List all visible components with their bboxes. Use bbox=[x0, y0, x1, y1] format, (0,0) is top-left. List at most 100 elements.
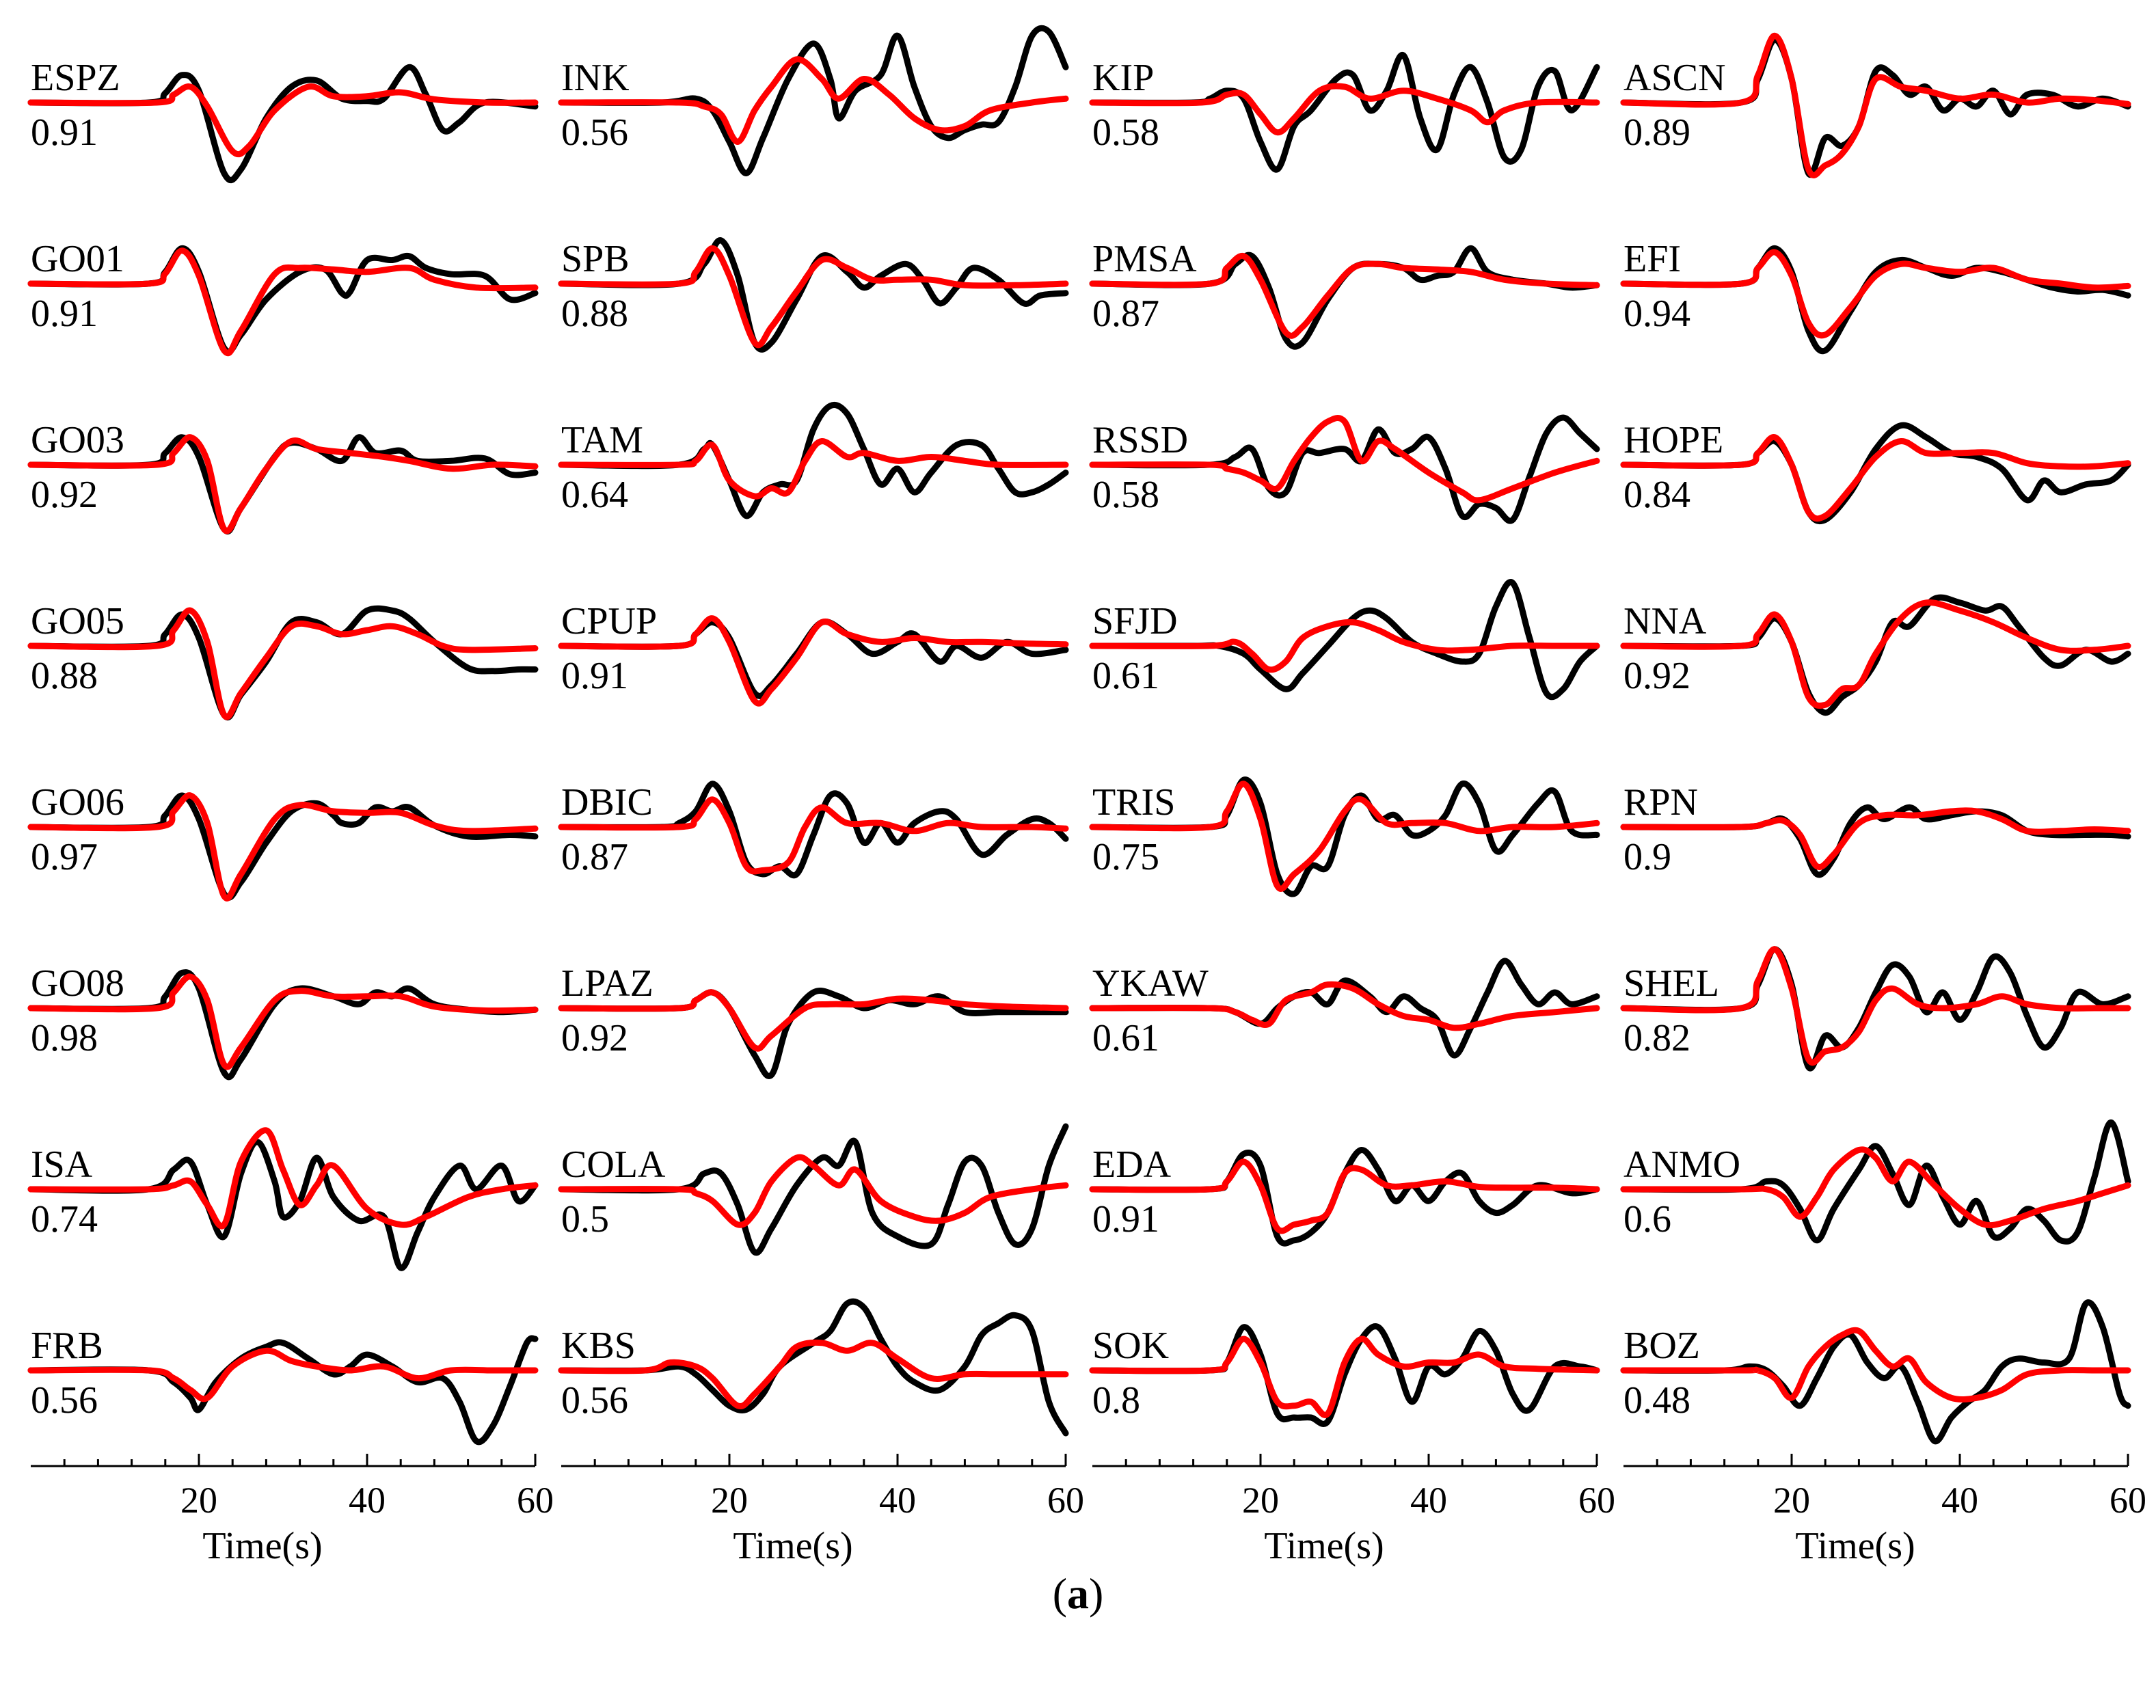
correlation-value: 0.61 bbox=[1092, 655, 1159, 697]
x-tick-label: 20 bbox=[1773, 1480, 1810, 1521]
observed-waveform bbox=[1620, 36, 2131, 178]
station-name: KBS bbox=[561, 1325, 636, 1367]
synthetic-waveform bbox=[1089, 252, 1600, 339]
correlation-value: 0.91 bbox=[31, 293, 98, 335]
trace-pmsa: PMSA 0.87 bbox=[1089, 238, 1600, 350]
correlation-value: 0.58 bbox=[1092, 474, 1159, 516]
panel-column-3: KIP 0.58 PMSA 0.87 RSSD 0.58 SFJD 0.61 TRIS 0.75 Y… bbox=[1089, 52, 1615, 1567]
station-name: GO08 bbox=[31, 962, 124, 1005]
synthetic-waveform bbox=[1620, 807, 2131, 871]
synthetic-waveform bbox=[1620, 946, 2131, 1066]
x-tick-label: 20 bbox=[180, 1480, 217, 1521]
trace-anmo: ANMO 0.6 bbox=[1620, 1119, 2131, 1245]
synthetic-waveform bbox=[558, 438, 1069, 500]
observed-waveform bbox=[558, 237, 1069, 353]
observed-waveform bbox=[1620, 1119, 2131, 1245]
x-axis-title: Time(s) bbox=[1264, 1525, 1384, 1567]
trace-go03: GO03 0.92 bbox=[27, 419, 539, 534]
correlation-value: 0.75 bbox=[1092, 836, 1159, 878]
synthetic-waveform bbox=[558, 245, 1069, 349]
correlation-value: 0.5 bbox=[561, 1198, 609, 1241]
station-name: GO06 bbox=[31, 781, 124, 824]
trace-go08: GO08 0.98 bbox=[27, 962, 539, 1081]
station-name: EDA bbox=[1092, 1143, 1172, 1186]
trace-lpaz: LPAZ 0.92 bbox=[558, 962, 1069, 1079]
station-name: INK bbox=[561, 57, 630, 99]
observed-waveform bbox=[1089, 1323, 1600, 1427]
observed-waveform bbox=[27, 605, 539, 720]
correlation-value: 0.91 bbox=[31, 111, 98, 154]
x-tick-label: 40 bbox=[879, 1480, 916, 1521]
correlation-value: 0.91 bbox=[1092, 1198, 1159, 1241]
trace-isa: ISA 0.74 bbox=[27, 1127, 539, 1271]
trace-espz: ESPZ 0.91 bbox=[27, 57, 539, 183]
figure-caption: (a) bbox=[0, 1569, 2156, 1619]
correlation-value: 0.61 bbox=[1092, 1017, 1159, 1059]
trace-ykaw: YKAW 0.61 bbox=[1089, 958, 1600, 1059]
station-name: TRIS bbox=[1092, 781, 1175, 824]
station-name: HOPE bbox=[1623, 419, 1723, 461]
observed-waveform bbox=[27, 64, 539, 183]
trace-shel: SHEL 0.82 bbox=[1620, 946, 2131, 1072]
caption-open: ( bbox=[1052, 1569, 1067, 1618]
synthetic-waveform bbox=[1089, 619, 1600, 673]
synthetic-waveform bbox=[1089, 1336, 1600, 1418]
station-name: DBIC bbox=[561, 781, 653, 824]
station-name: EFI bbox=[1623, 238, 1681, 280]
trace-ascn: ASCN 0.89 bbox=[1620, 32, 2131, 178]
x-axis-column-1: 20 40 60 Time(s) bbox=[31, 1454, 554, 1567]
station-name: SHEL bbox=[1623, 962, 1719, 1005]
station-name: GO01 bbox=[31, 238, 124, 280]
synthetic-waveform bbox=[27, 434, 539, 534]
station-name: PMSA bbox=[1092, 238, 1197, 280]
observed-waveform bbox=[1620, 245, 2131, 355]
synthetic-waveform bbox=[27, 1347, 539, 1402]
x-tick-label: 40 bbox=[1941, 1480, 1978, 1521]
synthetic-waveform bbox=[1089, 781, 1600, 892]
x-axis-title: Time(s) bbox=[202, 1525, 322, 1567]
correlation-value: 0.91 bbox=[561, 655, 628, 697]
observed-waveform bbox=[27, 1139, 539, 1271]
trace-cpup: CPUP 0.91 bbox=[558, 600, 1069, 707]
station-name: GO05 bbox=[31, 600, 124, 642]
correlation-value: 0.48 bbox=[1623, 1379, 1690, 1422]
x-axis-column-2: 20 40 60 Time(s) bbox=[561, 1454, 1084, 1567]
station-name: BOZ bbox=[1623, 1325, 1700, 1367]
trace-sfjd: SFJD 0.61 bbox=[1089, 579, 1600, 701]
station-name: SPB bbox=[561, 238, 630, 280]
synthetic-waveform bbox=[1620, 1146, 2131, 1229]
synthetic-waveform bbox=[1620, 434, 2131, 522]
x-tick-label: 20 bbox=[1242, 1480, 1279, 1521]
station-name: SFJD bbox=[1092, 600, 1178, 642]
trace-nna: NNA 0.92 bbox=[1620, 594, 2131, 716]
synthetic-waveform bbox=[1620, 249, 2131, 339]
synthetic-waveform bbox=[1089, 1158, 1600, 1234]
correlation-value: 0.56 bbox=[31, 1379, 98, 1422]
caption-close: ) bbox=[1089, 1569, 1104, 1618]
synthetic-waveform bbox=[27, 792, 539, 902]
synthetic-waveform bbox=[27, 1127, 539, 1230]
correlation-value: 0.6 bbox=[1623, 1198, 1671, 1241]
station-name: RSSD bbox=[1092, 419, 1188, 461]
correlation-value: 0.98 bbox=[31, 1017, 98, 1059]
panel-column-1: ESPZ 0.91 GO01 0.91 GO03 0.92 GO05 0.88 GO06 0.97… bbox=[27, 57, 554, 1567]
station-name: KIP bbox=[1092, 57, 1154, 99]
correlation-value: 0.88 bbox=[31, 655, 98, 697]
correlation-value: 0.88 bbox=[561, 293, 628, 335]
x-axis-title: Time(s) bbox=[733, 1525, 852, 1567]
trace-tam: TAM 0.64 bbox=[558, 401, 1069, 519]
x-tick-label: 60 bbox=[2110, 1480, 2146, 1521]
station-name: COLA bbox=[561, 1143, 666, 1186]
trace-go01: GO01 0.91 bbox=[27, 238, 539, 357]
station-name: YKAW bbox=[1092, 962, 1209, 1005]
correlation-value: 0.92 bbox=[31, 474, 98, 516]
synthetic-waveform bbox=[1089, 83, 1600, 136]
observed-waveform bbox=[1089, 1147, 1600, 1247]
correlation-value: 0.58 bbox=[1092, 111, 1159, 154]
observed-waveform bbox=[27, 1335, 539, 1446]
x-tick-label: 40 bbox=[349, 1480, 386, 1521]
trace-go06: GO06 0.97 bbox=[27, 781, 539, 902]
correlation-value: 0.9 bbox=[1623, 836, 1671, 878]
x-axis-column-4: 20 40 60 Time(s) bbox=[1623, 1454, 2146, 1567]
trace-tris: TRIS 0.75 bbox=[1089, 776, 1600, 897]
